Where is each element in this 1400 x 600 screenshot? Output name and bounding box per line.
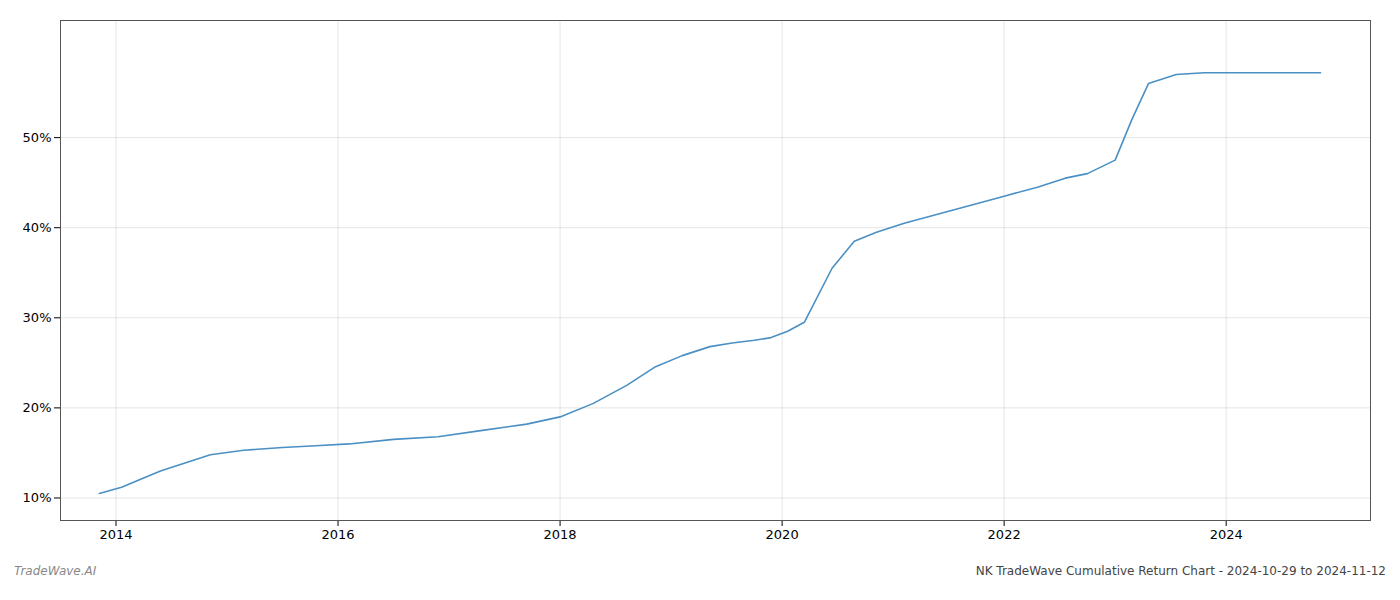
svg-text:2022: 2022 [988, 527, 1021, 542]
svg-text:40%: 40% [23, 220, 52, 235]
svg-text:30%: 30% [23, 310, 52, 325]
html-text:NK TradeWave Cumulative Return: NK TradeWave Cumulative Return Chart - 2… [975, 564, 1386, 578]
svg-text:2018: 2018 [544, 527, 577, 542]
svg-text:2020: 2020 [766, 527, 799, 542]
html-text:TradeWave.AI: TradeWave.AI [14, 564, 97, 578]
svg-text:10%: 10% [23, 490, 52, 505]
svg-text:20%: 20% [23, 400, 52, 415]
svg-text:2024: 2024 [1210, 527, 1243, 542]
svg-text:2016: 2016 [321, 527, 354, 542]
svg-text:2014: 2014 [99, 527, 132, 542]
svg-text:50%: 50% [23, 130, 52, 145]
